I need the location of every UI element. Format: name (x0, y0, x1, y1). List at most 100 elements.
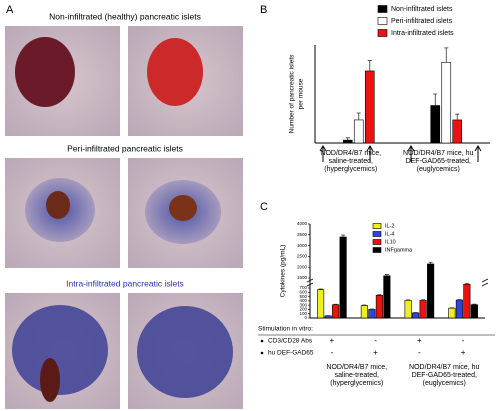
islet (147, 38, 203, 106)
infiltrate (137, 306, 233, 398)
stimulation-name: hu DEF-GAD65 (268, 350, 314, 357)
legend-swatch (372, 239, 382, 245)
islet-core (46, 191, 70, 219)
bar (375, 294, 383, 319)
bar (360, 305, 368, 319)
y-tick-label: 200 (299, 307, 307, 312)
legend-swatch (377, 29, 388, 37)
y-axis-label: Number of pancreatic islets (289, 54, 296, 134)
arrow (407, 145, 415, 162)
legend-label: IL-2 (385, 223, 394, 229)
islet-core (169, 195, 197, 221)
y-tick-label: 0 (304, 315, 307, 320)
bar (427, 263, 435, 319)
bullet (260, 351, 264, 355)
legend-label: INFgamma (385, 247, 413, 253)
y-tick-label: 600 (299, 289, 307, 294)
stimulation-mark: + (373, 348, 378, 357)
error-bar (464, 282, 469, 285)
error-bar (341, 234, 346, 237)
y-tick-label: 700 (299, 285, 307, 290)
panel-label: B (260, 4, 267, 16)
legend-label: Non-infiltrated islets (391, 6, 453, 13)
stimulation-mark: - (462, 336, 465, 345)
bar (452, 119, 463, 144)
bar (324, 315, 332, 319)
infiltrate (12, 305, 108, 395)
error-bar (444, 47, 449, 63)
error-bar (472, 303, 477, 305)
group-label: NOD/DR4/B7 mice, saline-treated, (hyperg… (326, 364, 388, 387)
y-tick-label: 4000 (297, 221, 308, 226)
bar (383, 275, 391, 319)
micrograph-title: Non-infiltrated (healthy) pancreatic isl… (49, 11, 201, 21)
legend-label: Intra-infiltrated islets (391, 30, 454, 37)
legend-swatch (377, 17, 388, 25)
bar (412, 312, 420, 319)
micrograph-title: Peri-infiltrated pancreatic islets (67, 143, 183, 153)
error-bar (457, 299, 462, 300)
bar (441, 61, 452, 144)
y-tick-label: 400 (299, 298, 307, 303)
y-tick-label: 300 (299, 302, 307, 307)
legend-label: Peri-infiltrated islets (391, 18, 453, 25)
bar (317, 289, 325, 319)
error-bar (428, 261, 433, 264)
y-axis-label: per mouse (298, 78, 305, 109)
stimulation-mark: + (330, 336, 335, 345)
error-bar (377, 294, 382, 296)
panel-label: C (260, 201, 268, 213)
bar (430, 105, 441, 144)
bar (332, 304, 340, 319)
bar (364, 70, 375, 144)
legend-label: IL-4 (385, 231, 394, 237)
group-label: NOD/DR4/B7 mice, hu DEF-GAD65-treated, (… (403, 150, 474, 173)
bar (448, 307, 456, 319)
legend-swatch (372, 223, 382, 229)
legend-swatch (377, 5, 388, 13)
error-bar (318, 288, 323, 290)
islet (15, 37, 75, 107)
error-bar (433, 93, 438, 106)
bullet (260, 339, 264, 343)
y-tick-label: 3000 (297, 243, 308, 248)
panel-label: A (6, 4, 14, 16)
stimulation-name: CD3/CD28 Abs (268, 338, 313, 345)
stimulation-mark: + (417, 336, 422, 345)
stimulation-title: Stimulation in vitro: (258, 326, 313, 333)
error-bar (421, 299, 426, 301)
bar (455, 299, 463, 319)
legend-swatch (372, 231, 382, 237)
bar (339, 236, 347, 319)
stimulation-mark: - (418, 348, 421, 357)
islet-core (40, 358, 60, 402)
y-tick-label: 1500 (297, 275, 308, 280)
bar (463, 283, 471, 319)
bar (368, 309, 376, 319)
stimulation-mark: - (331, 348, 334, 357)
error-bar (345, 137, 350, 141)
y-tick-label: 3500 (297, 232, 308, 237)
error-bar (406, 299, 411, 301)
bar (353, 119, 364, 144)
stimulation-mark: + (461, 348, 466, 357)
error-bar (384, 274, 389, 276)
group-label: NOD/DR4/B7 mice, hu DEF-GAD65-treated, (… (409, 364, 480, 387)
y-tick-label: 500 (299, 294, 307, 299)
arrows (319, 145, 482, 162)
y-tick-label: 2000 (297, 264, 308, 269)
error-bar (367, 60, 372, 71)
bar (419, 300, 427, 319)
error-bar (455, 113, 460, 120)
arrow (474, 145, 482, 162)
bar (404, 300, 412, 319)
micrograph-title: Intra-infiltrated pancreatic islets (66, 278, 184, 288)
y-axis-label: Cytokines (pg/mL) (280, 245, 287, 298)
y-tick-label: 100 (299, 311, 307, 316)
arrow (366, 145, 374, 162)
bar (342, 139, 353, 144)
error-bar (362, 304, 367, 306)
micrographs (5, 26, 243, 409)
group-label: NOD/DR4/B7 mice, saline-treated, (hyperg… (320, 150, 382, 173)
